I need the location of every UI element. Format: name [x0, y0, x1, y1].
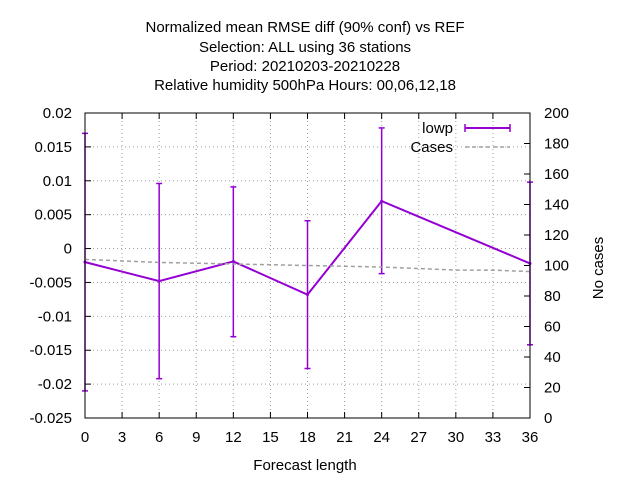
series-layer	[82, 127, 533, 392]
y-right-tick-label: 180	[544, 136, 569, 153]
cases-series-line	[84, 258, 531, 273]
x-tick-label: 12	[225, 429, 242, 446]
x-tick-label: 30	[447, 429, 464, 446]
y-left-tick-label: -0.01	[38, 308, 72, 325]
chart-title-line: Normalized mean RMSE diff (90% conf) vs …	[146, 19, 465, 36]
lowp-data-point	[306, 293, 309, 297]
y-left-tick-label: -0.02	[38, 376, 72, 393]
legend-label: Cases	[410, 139, 453, 156]
y-right-tick-label: 160	[544, 166, 569, 183]
x-tick-label: 6	[155, 429, 163, 446]
y-right-tick-label: 200	[544, 105, 569, 122]
y-right-axis-label: No cases	[590, 237, 607, 300]
legend-label: lowp	[422, 120, 453, 137]
x-tick-label: 21	[336, 429, 353, 446]
y-right-tick-label: 40	[544, 349, 561, 366]
y-left-tick-label: -0.025	[29, 410, 72, 427]
x-tick-label: 24	[373, 429, 390, 446]
y-right-tick-label: 100	[544, 258, 569, 275]
x-tick-label: 27	[410, 429, 427, 446]
x-tick-label: 18	[299, 429, 316, 446]
y-right-tick-label: 80	[544, 288, 561, 305]
lowp-data-point	[157, 279, 161, 283]
chart-title-line: Relative humidity 500hPa Hours: 00,06,12…	[154, 77, 456, 94]
x-axis-label: Forecast length	[253, 457, 356, 474]
x-tick-label: 0	[81, 429, 89, 446]
x-tick-label: 9	[192, 429, 200, 446]
chart-title: Normalized mean RMSE diff (90% conf) vs …	[146, 19, 465, 94]
y-right-tick-label: 20	[544, 380, 561, 397]
x-tick-label: 3	[118, 429, 126, 446]
y-right-tick-label: 60	[544, 319, 561, 336]
x-tick-label: 15	[262, 429, 279, 446]
y-right-tick-label: 120	[544, 227, 569, 244]
y-right-tick-label: 0	[544, 410, 552, 427]
lowp-series-line	[84, 199, 531, 296]
lowp-data-point	[380, 199, 384, 203]
lowp-data-point	[231, 259, 235, 263]
legend: lowp Cases	[410, 120, 511, 156]
x-tick-label: 33	[485, 429, 502, 446]
chart-title-line: Selection: ALL using 36 stations	[199, 39, 411, 56]
y-left-tick-label: 0.015	[34, 139, 72, 156]
y-left-tick-label: 0	[64, 241, 72, 258]
y-left-tick-label: 0.01	[43, 173, 72, 190]
y-left-tick-label: -0.005	[29, 274, 72, 291]
y-left-tick-label: -0.015	[29, 342, 72, 359]
axes: 0 3 6 9 12 15 18 21 24 27 30 33 360.020.0150.010.005…	[29, 105, 569, 446]
y-right-tick-label: 140	[544, 197, 569, 214]
chart-title-line: Period: 20210203-20210228	[210, 58, 400, 75]
y-left-tick-label: 0.005	[34, 207, 72, 224]
y-left-tick-label: 0.02	[43, 105, 72, 122]
x-tick-label: 36	[522, 429, 539, 446]
